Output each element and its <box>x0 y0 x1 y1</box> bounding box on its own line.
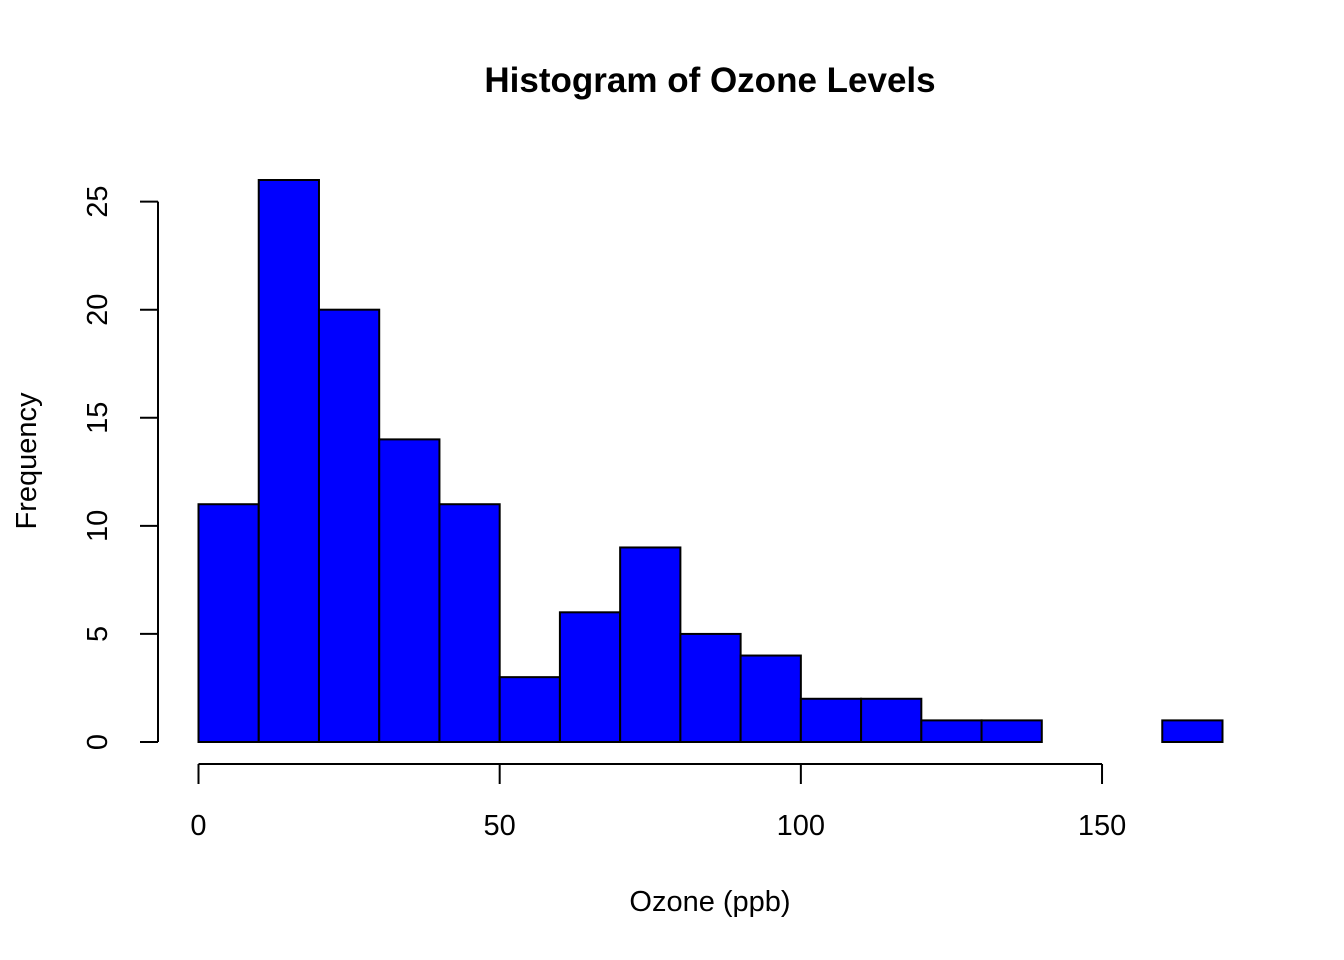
y-tick-label: 10 <box>82 510 114 542</box>
histogram-bar-0-10 <box>197 503 260 743</box>
histogram-bar-60-70 <box>558 611 622 743</box>
histogram-bar-10-20 <box>257 179 320 743</box>
y-tick-label: 25 <box>82 185 114 217</box>
x-tick-label: 50 <box>484 810 516 842</box>
histogram-bar-20-30 <box>317 308 381 743</box>
histogram-bar-50-60 <box>498 676 561 744</box>
y-axis-label: Frequency <box>11 392 43 530</box>
y-tick-label: 5 <box>82 626 114 642</box>
bars-group <box>197 179 1224 744</box>
histogram-bar-30-40 <box>378 438 441 743</box>
chart-title: Histogram of Ozone Levels <box>484 61 935 100</box>
histogram-bar-110-120 <box>860 697 923 743</box>
x-tick-label: 0 <box>190 810 206 842</box>
y-axis: 0 5 10 15 20 25 <box>82 185 159 750</box>
y-tick-label: 20 <box>82 294 114 326</box>
y-tick-label: 0 <box>82 734 114 750</box>
x-tick-label: 150 <box>1078 810 1126 842</box>
histogram-bar-160-170 <box>1161 719 1224 744</box>
histogram-bar-70-80 <box>619 546 682 744</box>
histogram-bar-90-100 <box>739 654 802 743</box>
histogram-bar-40-50 <box>438 503 501 743</box>
histogram-bar-80-90 <box>679 632 742 744</box>
x-axis: 0 50 100 150 <box>190 763 1126 842</box>
histogram-bar-120-130 <box>920 719 983 744</box>
histogram-bar-100-110 <box>799 697 863 743</box>
histogram-bar-130-140 <box>980 719 1043 744</box>
x-axis-label: Ozone (ppb) <box>629 886 790 918</box>
y-tick-label: 15 <box>82 402 114 434</box>
x-tick-label: 100 <box>777 810 825 842</box>
